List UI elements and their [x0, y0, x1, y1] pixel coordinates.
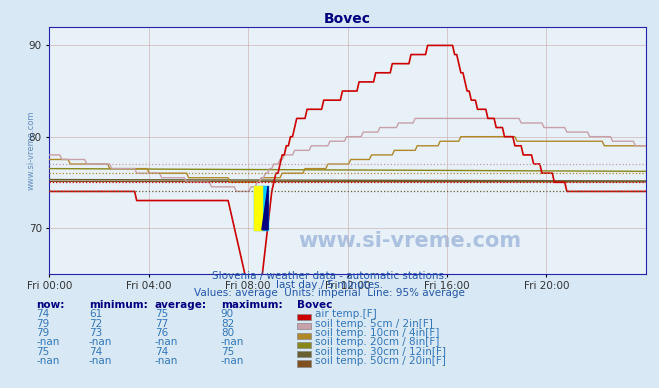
Text: minimum:: minimum: — [89, 300, 148, 310]
Text: 75: 75 — [36, 346, 49, 357]
Text: 80: 80 — [221, 328, 234, 338]
Text: 90: 90 — [221, 309, 234, 319]
Text: soil temp. 10cm / 4in[F]: soil temp. 10cm / 4in[F] — [315, 328, 440, 338]
Bar — [254, 186, 262, 230]
Text: www.si-vreme.com: www.si-vreme.com — [27, 111, 36, 190]
Text: -nan: -nan — [155, 337, 178, 347]
Text: Slovenia / weather data - automatic stations.: Slovenia / weather data - automatic stat… — [212, 271, 447, 281]
Text: 61: 61 — [89, 309, 102, 319]
Text: soil temp. 5cm / 2in[F]: soil temp. 5cm / 2in[F] — [315, 319, 433, 329]
Text: Values: average  Units: imperial  Line: 95% average: Values: average Units: imperial Line: 95… — [194, 288, 465, 298]
Text: 79: 79 — [36, 328, 49, 338]
Text: maximum:: maximum: — [221, 300, 283, 310]
Text: www.si-vreme.com: www.si-vreme.com — [298, 231, 521, 251]
Text: 74: 74 — [155, 346, 168, 357]
Text: 75: 75 — [155, 309, 168, 319]
Text: -nan: -nan — [221, 356, 244, 366]
Title: Bovec: Bovec — [324, 12, 371, 26]
Text: 77: 77 — [155, 319, 168, 329]
Text: 74: 74 — [36, 309, 49, 319]
Text: average:: average: — [155, 300, 207, 310]
Text: last day / 5 minutes.: last day / 5 minutes. — [276, 280, 383, 290]
Text: air temp.[F]: air temp.[F] — [315, 309, 377, 319]
Text: 82: 82 — [221, 319, 234, 329]
Text: -nan: -nan — [89, 356, 112, 366]
Text: 74: 74 — [89, 346, 102, 357]
Text: Bovec: Bovec — [297, 300, 332, 310]
Text: soil temp. 30cm / 12in[F]: soil temp. 30cm / 12in[F] — [315, 346, 446, 357]
Text: 76: 76 — [155, 328, 168, 338]
Text: -nan: -nan — [36, 337, 59, 347]
Polygon shape — [262, 186, 268, 230]
Text: 79: 79 — [36, 319, 49, 329]
Text: -nan: -nan — [36, 356, 59, 366]
Text: -nan: -nan — [221, 337, 244, 347]
Text: now:: now: — [36, 300, 65, 310]
Text: 75: 75 — [221, 346, 234, 357]
Text: soil temp. 50cm / 20in[F]: soil temp. 50cm / 20in[F] — [315, 356, 446, 366]
Bar — [254, 186, 268, 230]
Text: 72: 72 — [89, 319, 102, 329]
Text: soil temp. 20cm / 8in[F]: soil temp. 20cm / 8in[F] — [315, 337, 440, 347]
Text: 73: 73 — [89, 328, 102, 338]
Text: -nan: -nan — [89, 337, 112, 347]
Text: -nan: -nan — [155, 356, 178, 366]
